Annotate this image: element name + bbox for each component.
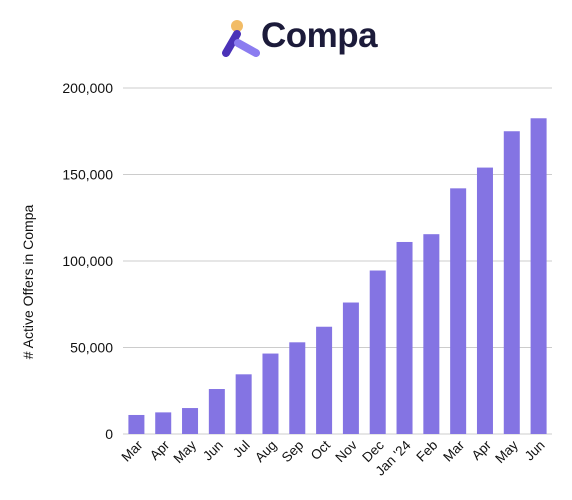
x-tick-label: Mar bbox=[440, 437, 467, 464]
x-tick-label: Apr bbox=[469, 437, 495, 463]
bar bbox=[289, 342, 306, 434]
bar bbox=[155, 412, 172, 434]
brand-name: Compa bbox=[261, 16, 378, 55]
y-tick-label: 50,000 bbox=[70, 340, 113, 356]
x-tick-label: Jun bbox=[522, 438, 548, 464]
bar bbox=[342, 302, 359, 434]
y-tick-label: 150,000 bbox=[62, 167, 113, 183]
bar bbox=[423, 234, 440, 434]
x-tick-label: Apr bbox=[147, 437, 173, 463]
bar bbox=[476, 167, 493, 434]
logo-dot bbox=[231, 20, 243, 32]
bar bbox=[530, 118, 547, 435]
bar bbox=[396, 241, 413, 434]
bar bbox=[262, 353, 279, 434]
bar bbox=[235, 374, 252, 434]
bar bbox=[128, 414, 145, 434]
y-tick-label: 0 bbox=[105, 426, 113, 442]
x-tick-label: May bbox=[171, 437, 200, 466]
y-axis-label: # Active Offers in Compa bbox=[20, 204, 36, 359]
compa-logo-icon bbox=[222, 20, 260, 57]
y-tick-label: 100,000 bbox=[62, 253, 113, 269]
bar bbox=[503, 131, 520, 434]
x-tick-label: Nov bbox=[332, 437, 360, 465]
y-axis-ticks: 0 50,000 100,000 150,000 200,000 bbox=[62, 80, 113, 442]
x-tick-label: Sep bbox=[279, 438, 307, 466]
x-tick-label: May bbox=[492, 437, 521, 466]
bar bbox=[182, 408, 199, 434]
bar bbox=[450, 188, 467, 434]
bar bbox=[369, 270, 386, 434]
brand-logo: Compa bbox=[0, 14, 572, 62]
x-tick-label: Jul bbox=[230, 438, 253, 461]
x-tick-label: Oct bbox=[308, 437, 334, 463]
x-tick-label: Feb bbox=[413, 438, 440, 465]
logo-stroke-light bbox=[234, 39, 260, 57]
bar bbox=[208, 389, 225, 434]
x-tick-label: Aug bbox=[252, 438, 280, 466]
x-tick-label: Jun bbox=[200, 438, 226, 464]
x-tick-label: Mar bbox=[118, 437, 145, 464]
y-tick-label: 200,000 bbox=[62, 80, 113, 96]
bar bbox=[316, 326, 333, 434]
logo-stroke-dark bbox=[222, 30, 241, 57]
bars bbox=[128, 118, 547, 435]
